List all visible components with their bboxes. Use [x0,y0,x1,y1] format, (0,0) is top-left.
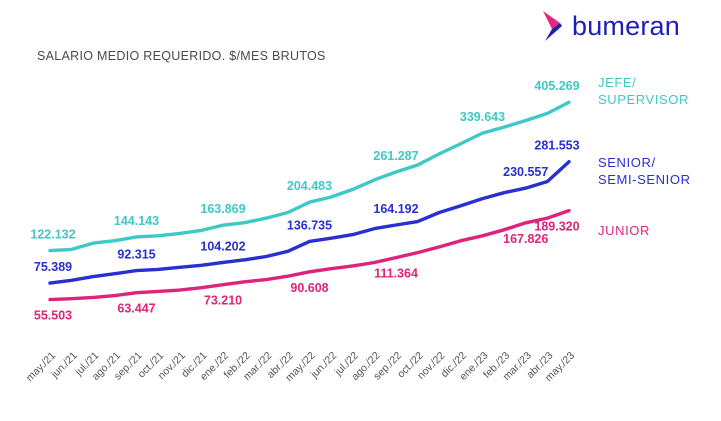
data-label-senior-semi-senior: 230.557 [503,165,548,179]
bumeran-chevron-icon [543,11,562,41]
brand-logo: bumeran [540,8,680,44]
data-label-jefe-supervisor: 122.132 [30,228,75,242]
data-label-senior-semi-senior: 136.735 [287,218,332,232]
data-labels: 122.132 144.143 163.869 204.483 261.287 339.6… [30,79,579,322]
data-label-jefe-supervisor: 144.143 [114,214,159,228]
data-label-senior-semi-senior: 164.192 [373,202,418,216]
data-label-junior: 189.320 [534,220,579,234]
legend-label-senior-semi-senior: SENIOR/ [598,155,656,170]
data-label-junior: 111.364 [374,267,418,281]
series-lines [48,100,571,302]
data-label-jefe-supervisor: 261.287 [373,149,418,163]
data-label-junior: 73.210 [204,294,242,308]
data-label-junior: 55.503 [34,309,72,323]
data-label-junior: 90.608 [290,281,328,295]
legend-label-senior-semi-senior: SEMI-SENIOR [598,172,691,187]
chart-title: SALARIO MEDIO REQUERIDO. $/MES BRUTOS [37,49,326,63]
legend-label-junior: JUNIOR [598,223,650,238]
brand-name: bumeran [572,10,680,41]
data-label-senior-semi-senior: 281.553 [534,139,579,153]
data-label-junior: 167.826 [503,232,548,246]
data-label-jefe-supervisor: 339.643 [460,110,505,124]
data-label-jefe-supervisor: 405.269 [534,79,579,93]
series-line-jefe-supervisor [48,100,571,253]
legend-label-jefe-supervisor: JEFE/ [598,75,636,90]
data-label-jefe-supervisor: 204.483 [287,179,332,193]
data-label-senior-semi-senior: 92.315 [117,248,155,262]
series-line-senior-semi-senior [48,160,571,285]
series-line-junior [48,208,571,302]
series-legend: JEFE/SUPERVISOR SENIOR/SEMI-SENIOR JUNIOR [598,75,691,238]
x-axis: may./21jun./21jul./21ago./21sep./21oct./… [24,350,577,384]
data-label-junior: 63.447 [117,302,155,316]
data-label-senior-semi-senior: 75.389 [34,260,72,274]
data-label-senior-semi-senior: 104.202 [200,239,245,253]
data-label-jefe-supervisor: 163.869 [200,202,245,216]
legend-label-jefe-supervisor: SUPERVISOR [598,92,689,107]
